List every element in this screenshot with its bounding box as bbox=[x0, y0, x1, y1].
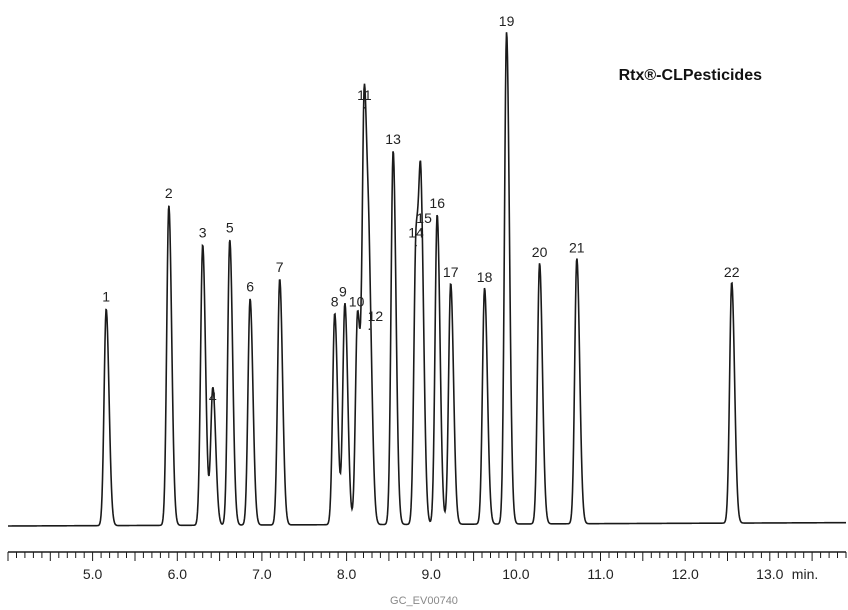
peak-apex-2 bbox=[168, 205, 170, 207]
peak-label-18: 18 bbox=[477, 269, 493, 285]
x-tick-label: 13.0 bbox=[756, 566, 783, 582]
peak-label-11: 11 bbox=[357, 87, 372, 103]
peak-label-13: 13 bbox=[385, 131, 401, 147]
peak-apex-8 bbox=[333, 313, 336, 316]
peak-label-8: 8 bbox=[331, 293, 339, 309]
peak-apex-18 bbox=[483, 289, 486, 291]
peak-apex-3 bbox=[201, 244, 204, 247]
peak-apex-10 bbox=[356, 313, 359, 316]
x-tick-label: 11.0 bbox=[587, 566, 613, 582]
x-tick-label: 5.0 bbox=[83, 566, 103, 582]
peak-label-17: 17 bbox=[443, 264, 459, 280]
peak-label-3: 3 bbox=[199, 225, 207, 241]
peak-label-7: 7 bbox=[276, 259, 284, 275]
peak-apex-20 bbox=[538, 264, 541, 267]
x-tick-label: 7.0 bbox=[252, 566, 272, 582]
column-name-annotation: Rtx®-CLPesticides bbox=[619, 67, 762, 84]
peak-label-6: 6 bbox=[246, 279, 254, 295]
x-tick-label: 10.0 bbox=[502, 566, 529, 582]
x-tick-label: 12.0 bbox=[672, 566, 699, 582]
x-axis: 5.0 6.0 7.0 8.0 9.0 10.0 11.0 12.0 13.0 min. bbox=[7, 551, 847, 582]
peak-apex-13 bbox=[392, 151, 394, 153]
peak-label-14: 14 bbox=[408, 225, 424, 241]
peak-label-15: 15 bbox=[416, 210, 432, 226]
peak-apex-9 bbox=[344, 303, 346, 306]
peak-label-4: 4 bbox=[209, 389, 217, 405]
peak-apex-4 bbox=[212, 387, 214, 390]
peak-label-9: 9 bbox=[339, 284, 347, 300]
peak-label-22: 22 bbox=[724, 264, 740, 280]
peak-apex-14 bbox=[415, 244, 417, 247]
peak-apex-22 bbox=[730, 284, 733, 286]
chromatogram-trace-line bbox=[8, 32, 846, 527]
peak-apex-12 bbox=[368, 328, 371, 331]
x-axis-unit-label: min. bbox=[792, 566, 818, 582]
figure-code-footer: GC_EV00740 bbox=[390, 595, 458, 607]
peak-apex-17 bbox=[449, 284, 452, 286]
peak-apex-15 bbox=[420, 230, 422, 232]
peak-label-20: 20 bbox=[532, 244, 548, 260]
peak-apex-21 bbox=[576, 259, 578, 262]
peak-label-10: 10 bbox=[349, 293, 365, 309]
peak-label-16: 16 bbox=[429, 195, 445, 211]
peak-label-21: 21 bbox=[569, 239, 585, 255]
peak-apex-1 bbox=[105, 308, 107, 311]
peak-label-2: 2 bbox=[165, 185, 173, 201]
x-tick-label: 6.0 bbox=[168, 566, 188, 582]
peak-apex-11 bbox=[363, 107, 366, 109]
peak-apex-7 bbox=[278, 279, 281, 281]
peak-label-19: 19 bbox=[499, 13, 515, 29]
peak-label-5: 5 bbox=[226, 220, 234, 236]
peak-apex-19 bbox=[505, 33, 508, 35]
peak-apex-6 bbox=[249, 298, 251, 301]
peak-apex-5 bbox=[229, 239, 231, 242]
peak-label-1: 1 bbox=[102, 289, 110, 305]
peak-label-12: 12 bbox=[368, 308, 384, 324]
x-tick-label: 9.0 bbox=[421, 566, 441, 582]
peak-apex-16 bbox=[436, 215, 439, 217]
chromatogram-trace-layer bbox=[8, 32, 846, 527]
x-tick-label: 8.0 bbox=[337, 566, 357, 582]
